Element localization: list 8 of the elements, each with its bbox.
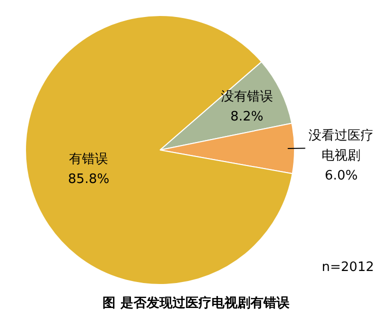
slice-label: 有错误 <box>69 152 108 168</box>
slice-label: 没看过医疗电视剧 <box>308 128 374 164</box>
data-label: 85.8% <box>68 172 110 188</box>
data-label: 8.2% <box>230 110 264 125</box>
data-label: 6.0% <box>324 168 358 184</box>
slice-label: 没有错误 <box>220 90 273 105</box>
text: n=2012 <box>322 260 374 275</box>
text: 图 是否发现过医疗电视剧有错误 <box>102 294 290 312</box>
